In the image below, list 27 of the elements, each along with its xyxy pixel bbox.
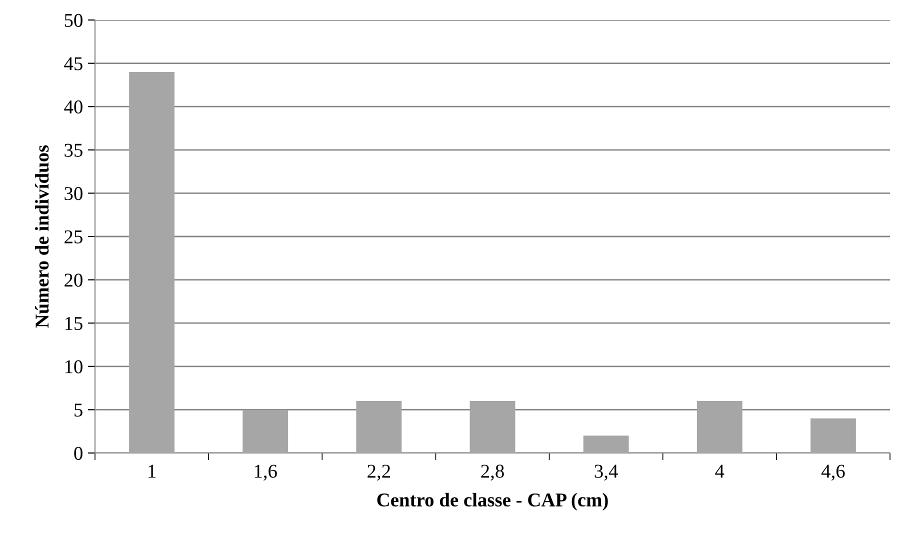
y-tick-label: 0 [74, 446, 82, 460]
y-tick-label: 45 [64, 57, 82, 70]
bar [696, 401, 742, 453]
bar [810, 418, 856, 453]
bar [356, 401, 402, 453]
bar [583, 436, 629, 453]
y-tick-label: 10 [65, 360, 82, 374]
bar [129, 72, 174, 453]
y-tick-label: 35 [64, 144, 82, 157]
y-tick-label: 50 [64, 14, 82, 27]
x-tick-label: 4 [715, 464, 724, 478]
y-tick-label: 5 [74, 404, 82, 417]
x-tick-label: 2,2 [368, 464, 390, 481]
y-tick-label: 30 [64, 187, 82, 200]
bar [242, 410, 288, 453]
x-axis-title: Centro de classe - CAP (cm) [377, 492, 608, 510]
y-tick-label: 15 [65, 317, 82, 330]
x-tick-label: 2,8 [481, 464, 504, 481]
x-tick-label: 1,6 [254, 464, 277, 481]
y-tick-label: 25 [64, 230, 82, 244]
x-tick-label: 1 [148, 464, 156, 478]
x-tick-label: 3,4 [594, 464, 618, 481]
y-tick-label: 20 [64, 274, 82, 287]
x-tick-label: 4,6 [821, 464, 845, 481]
y-tick-label: 40 [64, 100, 82, 114]
bar [470, 401, 516, 453]
y-axis-title: Número de indivíduos [34, 145, 49, 328]
